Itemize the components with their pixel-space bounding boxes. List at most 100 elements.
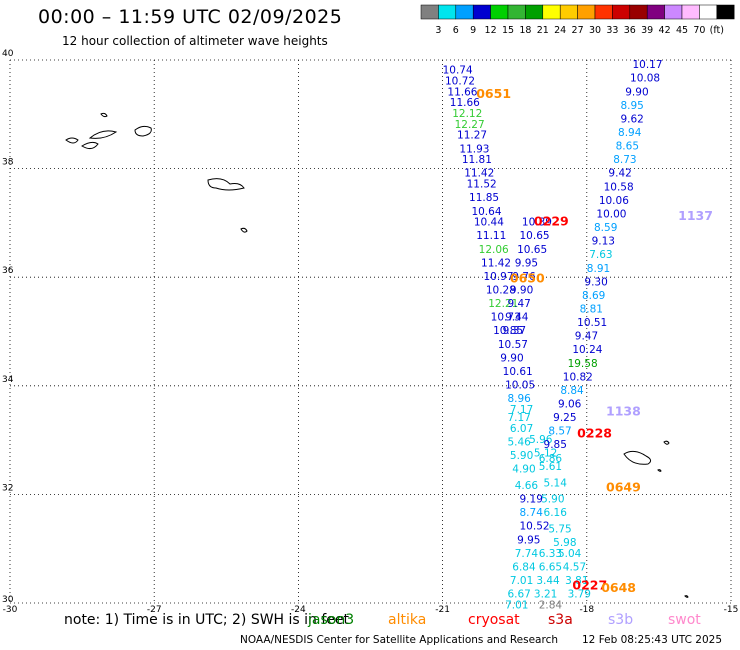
colorbar-label: 70 bbox=[693, 25, 705, 36]
generated-timestamp: 12 Feb 08:25:43 UTC 2025 bbox=[582, 634, 722, 646]
wave-height-value: 9.47 bbox=[507, 298, 530, 310]
wave-height-value: 6.16 bbox=[544, 507, 568, 519]
wave-height-value: 10.74 bbox=[443, 65, 473, 77]
island-outline bbox=[657, 469, 662, 472]
wave-height-value: 8.91 bbox=[587, 263, 610, 275]
wave-height-value: 4.66 bbox=[515, 480, 539, 492]
wave-height-value: 10.24 bbox=[572, 344, 602, 356]
y-tick-label: 40 bbox=[2, 49, 14, 59]
island-outline bbox=[65, 137, 79, 144]
colorbar-label: 9 bbox=[470, 25, 476, 36]
credit-line: NOAA/NESDIS Center for Satellite Applica… bbox=[240, 634, 558, 646]
island-outline bbox=[207, 178, 245, 191]
colorbar-label: 27 bbox=[572, 25, 584, 36]
colorbar-label: 45 bbox=[676, 25, 688, 36]
chart-title: 00:00 – 11:59 UTC 02/09/2025 bbox=[38, 6, 343, 28]
wave-height-value: 19.58 bbox=[568, 358, 598, 370]
wave-height-value: 10.00 bbox=[596, 208, 626, 220]
wave-height-value: 10.64 bbox=[471, 206, 501, 218]
wave-height-value: 8.84 bbox=[560, 385, 584, 397]
island-outline bbox=[623, 450, 652, 465]
y-tick-label: 36 bbox=[2, 266, 14, 276]
wave-height-value: 7.63 bbox=[589, 249, 612, 261]
wave-height-value: 5.75 bbox=[548, 523, 571, 535]
pass-time-label: 0650 bbox=[510, 271, 545, 286]
wave-height-value: 7.74 bbox=[515, 548, 539, 560]
colorbar-label: 21 bbox=[537, 25, 549, 36]
island-outline bbox=[134, 125, 152, 137]
pass-time-label: 0651 bbox=[476, 86, 511, 101]
legend-item-cryosat: cryosat bbox=[468, 612, 520, 628]
wave-height-value: 5.61 bbox=[539, 461, 562, 473]
wave-height-value: 10.73 bbox=[491, 312, 521, 324]
wave-height-value: 9.90 bbox=[510, 284, 533, 296]
wave-height-value: 10.61 bbox=[503, 366, 533, 378]
wave-height-value: 5.14 bbox=[544, 477, 568, 489]
wave-height-value: 3.81 bbox=[565, 575, 588, 587]
colorbar-label: 39 bbox=[641, 25, 653, 36]
wave-height-value: 3.79 bbox=[568, 589, 591, 601]
island-outline bbox=[684, 595, 689, 598]
wave-height-value: 12.21 bbox=[488, 298, 518, 310]
wave-height-value: 9.37 bbox=[503, 325, 526, 337]
pass-time-label: 1137 bbox=[678, 208, 713, 223]
legend-item-s3b: s3b bbox=[608, 612, 634, 628]
x-tick-label: -30 bbox=[3, 605, 18, 615]
colorbar-label: 12 bbox=[485, 25, 497, 36]
pass-time-label: 0228 bbox=[577, 425, 612, 440]
colorbar-label: 30 bbox=[589, 25, 601, 36]
wave-height-value: 9.19 bbox=[520, 494, 543, 506]
island-outline bbox=[240, 227, 248, 233]
wave-height-value: 11.42 bbox=[464, 168, 494, 180]
island-outline bbox=[663, 440, 670, 445]
wave-height-value: 5.12 bbox=[534, 447, 557, 459]
x-tick-label: -27 bbox=[147, 605, 162, 615]
wave-height-value: 10.82 bbox=[563, 371, 593, 383]
x-tick-label: -21 bbox=[435, 605, 450, 615]
wave-height-value: 5.98 bbox=[553, 537, 576, 549]
wave-height-value: 12.06 bbox=[479, 244, 509, 256]
island-outline bbox=[88, 130, 118, 139]
wave-height-value: 10.58 bbox=[604, 181, 634, 193]
wave-height-value: 5.90 bbox=[510, 450, 533, 462]
wave-height-value: 11.42 bbox=[481, 257, 511, 269]
y-tick-label: 34 bbox=[2, 375, 14, 385]
pass-time-label: 0649 bbox=[606, 480, 641, 495]
colorbar-label: (ft) bbox=[710, 25, 724, 36]
wave-height-value: 5.96 bbox=[529, 434, 553, 446]
wave-height-value: 6.65 bbox=[539, 561, 562, 573]
wave-height-value: 10.52 bbox=[520, 521, 550, 533]
wave-height-value: 5.46 bbox=[507, 437, 531, 449]
wave-height-value: 11.11 bbox=[476, 230, 506, 242]
wave-height-value: 10.08 bbox=[630, 73, 660, 85]
wave-height-value: 7.01 bbox=[505, 599, 528, 611]
wave-height-value: 10.06 bbox=[599, 195, 629, 207]
wave-height-value: 3.21 bbox=[534, 589, 557, 601]
legend-item-s3a: s3a bbox=[548, 612, 573, 628]
wave-height-value: 9.25 bbox=[553, 412, 576, 424]
wave-height-value: 9.85 bbox=[544, 439, 567, 451]
colorbar-label: 15 bbox=[502, 25, 514, 36]
wave-height-value: 11.27 bbox=[457, 130, 487, 142]
wave-height-value: 11.85 bbox=[469, 192, 499, 204]
wave-height-value: 9.90 bbox=[625, 86, 648, 98]
wave-height-value: 11.52 bbox=[467, 179, 497, 191]
wave-height-value: 9.62 bbox=[620, 113, 643, 125]
wave-height-value: 10.39 bbox=[522, 217, 552, 229]
colorbar-label: 3 bbox=[435, 25, 441, 36]
wave-height-value: 6.07 bbox=[510, 423, 533, 435]
island-outline bbox=[81, 141, 99, 150]
wave-height-value: 8.94 bbox=[618, 127, 642, 139]
footnote: note: 1) Time is in UTC; 2) SWH is in fe… bbox=[64, 612, 350, 628]
colorbar-label: 36 bbox=[624, 25, 636, 36]
wave-height-value: 8.81 bbox=[580, 303, 603, 315]
wave-height-value: 9.47 bbox=[575, 331, 598, 343]
legend-item-altika: altika bbox=[388, 612, 427, 628]
wave-height-value: 8.59 bbox=[594, 222, 617, 234]
y-tick-label: 32 bbox=[2, 483, 13, 493]
wave-height-value: 10.17 bbox=[632, 59, 662, 71]
wave-height-value: 5.04 bbox=[558, 548, 582, 560]
x-tick-label: -18 bbox=[579, 605, 594, 615]
pass-time-label: 1138 bbox=[606, 404, 641, 419]
